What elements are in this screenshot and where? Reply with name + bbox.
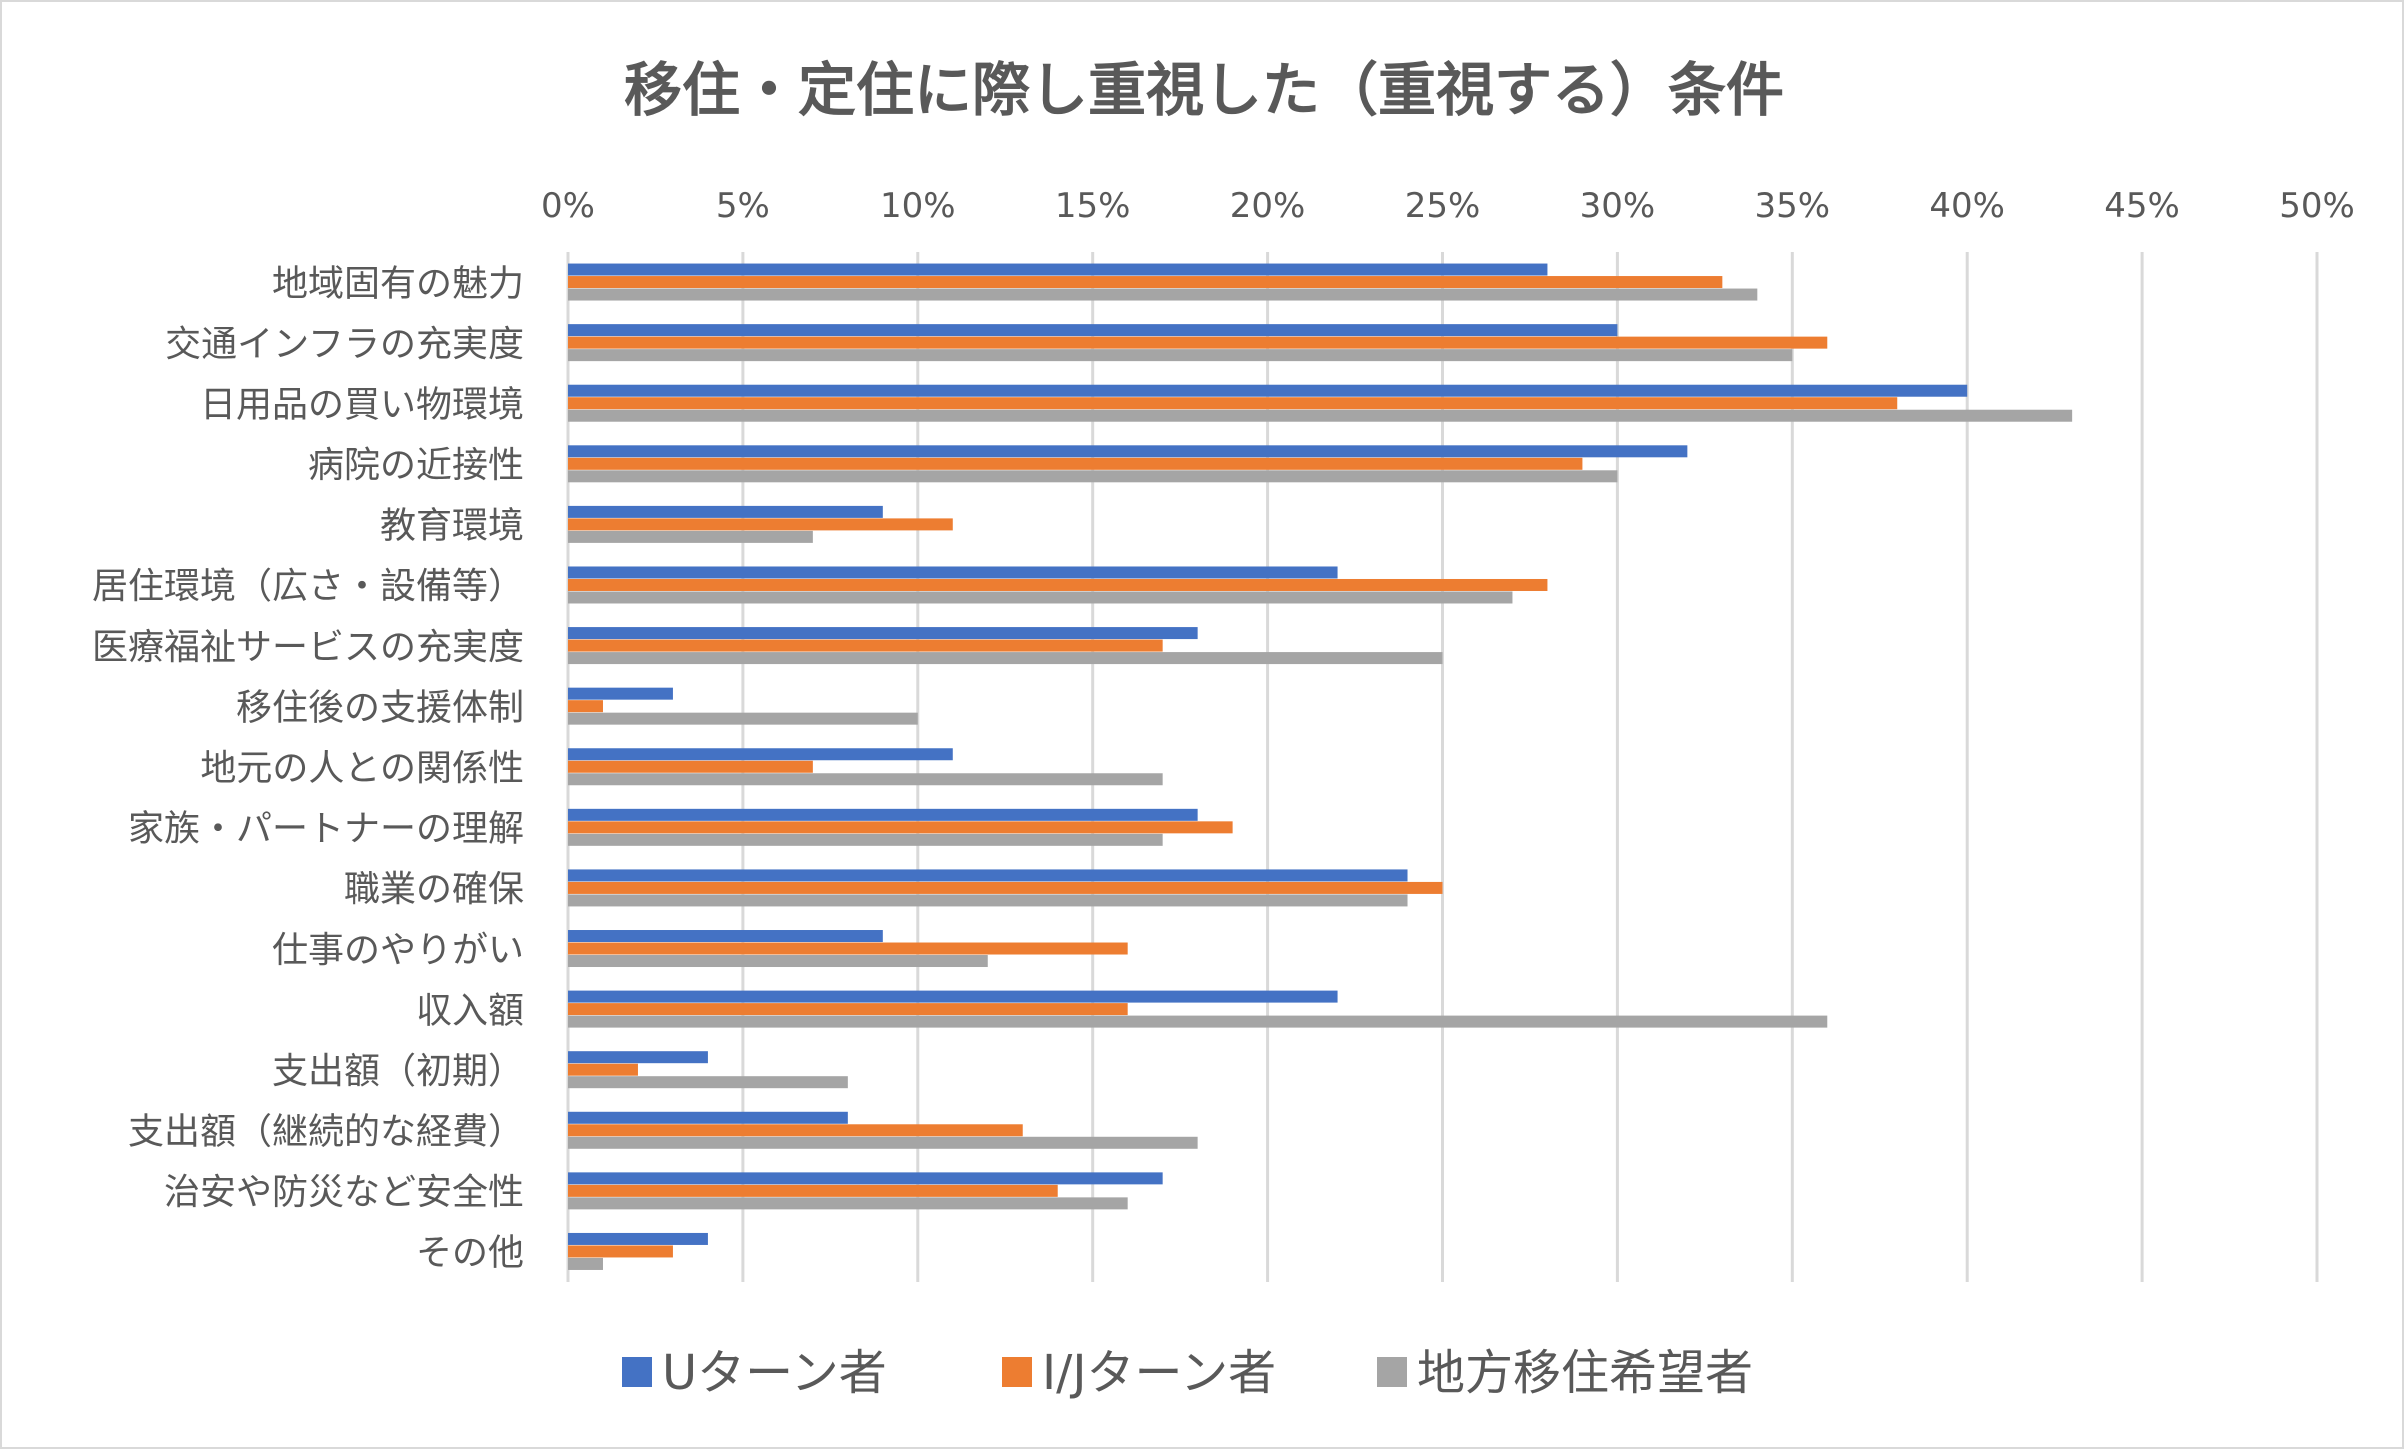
x-tick-label: 45% (2104, 186, 2180, 226)
bar (568, 1245, 673, 1258)
bar (568, 942, 1128, 955)
category-label: 病院の近接性 (308, 445, 524, 486)
x-tick-label: 40% (1929, 186, 2005, 226)
bar (568, 336, 1828, 349)
x-tick-label: 30% (1580, 186, 1656, 226)
legend-label: 地方移住希望者 (1417, 1345, 1753, 1401)
bar (568, 1015, 1828, 1028)
bar (568, 894, 1408, 907)
bar (568, 1197, 1128, 1210)
bar (568, 821, 1233, 834)
bar (568, 445, 1688, 458)
legend-swatch (622, 1357, 652, 1387)
bars (568, 263, 2073, 1270)
category-label: 移住後の支援体制 (236, 687, 524, 728)
bar (568, 276, 1723, 289)
category-label: 交通インフラの充実度 (165, 324, 524, 365)
legend-swatch (1377, 1357, 1407, 1387)
category-label: 支出額（初期） (272, 1051, 524, 1092)
category-label: 教育環境 (380, 506, 524, 547)
bar (568, 384, 1968, 397)
category-label: 支出額（継続的な経費） (128, 1112, 524, 1153)
bar (568, 1136, 1198, 1149)
gridlines (566, 252, 2319, 1282)
bar (568, 700, 603, 713)
bar (568, 1003, 1128, 1016)
bar (568, 457, 1583, 470)
bar (568, 518, 953, 531)
bar (568, 773, 1163, 786)
bar (568, 470, 1618, 483)
bar (568, 1076, 848, 1089)
bar (568, 639, 1163, 652)
bar (568, 409, 2073, 422)
bar (568, 1184, 1058, 1197)
x-tick-label: 5% (716, 186, 770, 226)
bar (568, 263, 1548, 276)
bar (568, 1063, 638, 1076)
bar (568, 1232, 708, 1245)
bar (568, 712, 918, 725)
category-label: 居住環境（広さ・設備等） (92, 566, 524, 607)
legend: Uターン者 I/Jターン者 地方移住希望者 (622, 1345, 1753, 1401)
category-label: 治安や防災など安全性 (164, 1172, 524, 1213)
category-label: 日用品の買い物環境 (200, 384, 524, 425)
category-label: 仕事のやりがい (272, 930, 524, 971)
x-tick-label: 10% (880, 186, 956, 226)
bar (568, 591, 1513, 604)
bar (568, 397, 1898, 410)
bar (568, 578, 1548, 591)
chart-title: 移住・定住に際し重視した（重視する）条件 (624, 56, 1784, 124)
y-axis-categories: 地域固有の魅力交通インフラの充実度日用品の買い物環境病院の近接性教育環境居住環境… (92, 263, 524, 1273)
bar (568, 1111, 848, 1124)
category-label: 職業の確保 (344, 869, 524, 910)
category-label: 医療福祉サービスの充実度 (92, 627, 524, 668)
x-tick-label: 15% (1055, 186, 1131, 226)
bar (568, 808, 1198, 821)
bar (568, 687, 673, 700)
bar (568, 930, 883, 943)
category-label: 家族・パートナーの理解 (128, 809, 524, 850)
category-label: その他 (416, 1233, 524, 1274)
bar (568, 288, 1758, 301)
x-tick-label: 20% (1230, 186, 1306, 226)
x-tick-label: 0% (541, 186, 595, 226)
category-label: 地域固有の魅力 (272, 263, 524, 304)
bar (568, 833, 1163, 846)
bar (568, 1124, 1023, 1137)
bar (568, 881, 1443, 894)
x-tick-label: 35% (1755, 186, 1831, 226)
x-axis-ticks: 0% 5% 10% 15% 20% 25% 30% 35% 40% 45% 50% (541, 186, 2355, 226)
bar (568, 1172, 1163, 1185)
bar (568, 652, 1443, 665)
x-tick-label: 50% (2279, 186, 2355, 226)
bar (568, 505, 883, 518)
bar (568, 566, 1338, 579)
legend-swatch (1002, 1357, 1032, 1387)
bar (568, 869, 1408, 882)
bar (568, 324, 1618, 337)
bar (568, 627, 1198, 640)
bar (568, 1257, 603, 1270)
bar (568, 990, 1338, 1003)
bar (568, 955, 988, 968)
bar (568, 530, 813, 543)
x-tick-label: 25% (1405, 186, 1481, 226)
category-label: 地元の人との関係性 (200, 748, 524, 789)
bar (568, 748, 953, 761)
bar (568, 349, 1793, 362)
category-label: 収入額 (416, 990, 524, 1031)
legend-label: I/Jターン者 (1042, 1345, 1276, 1401)
legend-label: Uターン者 (662, 1345, 887, 1401)
bar (568, 760, 813, 773)
bar (568, 1051, 708, 1064)
